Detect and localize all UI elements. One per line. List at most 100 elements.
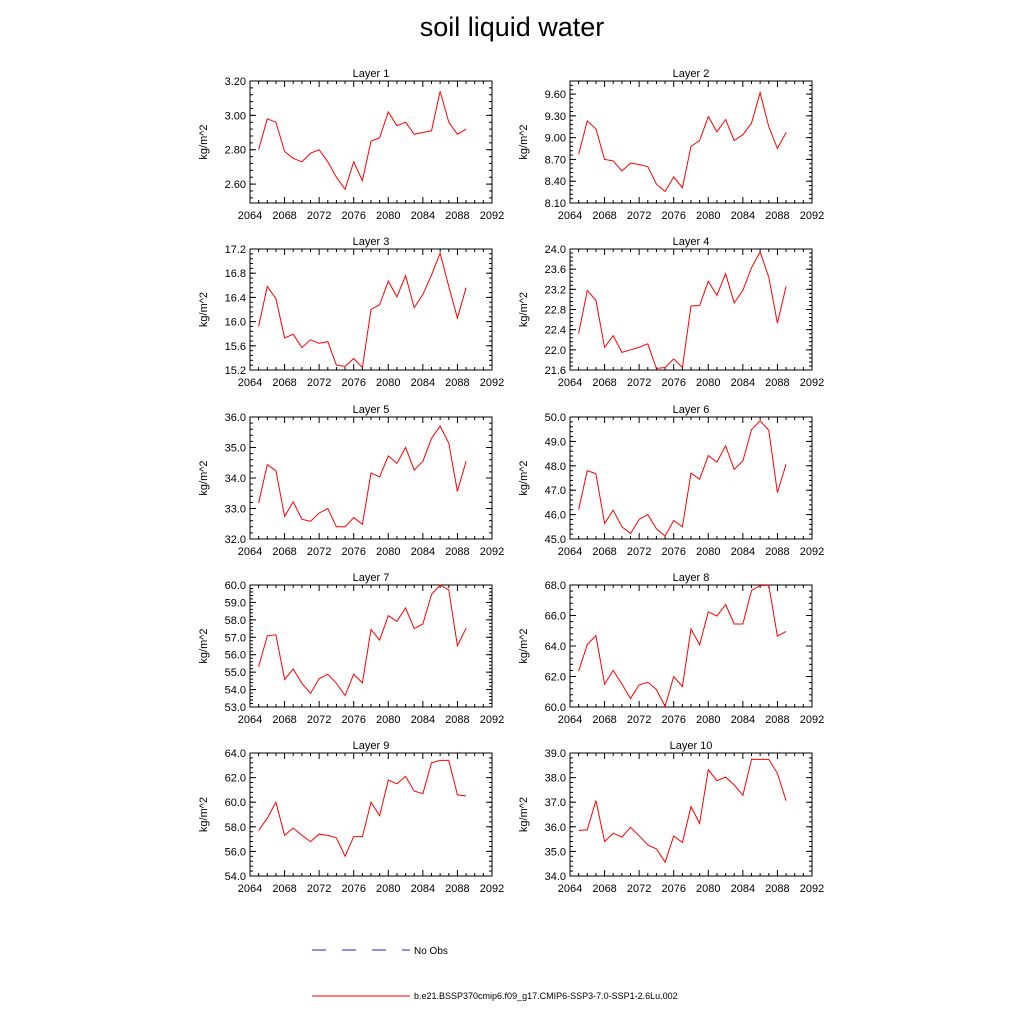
y-tick-label: 39.0 [545,748,566,760]
x-tick-label: 2072 [307,883,331,895]
y-tick-label: 47.0 [545,485,566,497]
y-tick-label: 48.0 [545,461,566,473]
x-tick-label: 2068 [272,546,296,558]
x-tick-label: 2064 [238,883,262,895]
y-tick-label: 60.0 [545,702,566,714]
panel-title: Layer 2 [673,68,710,80]
x-tick-label: 2076 [341,377,365,389]
panel-2: Layer 2 kg/m^2 2064 2068 2072 2076 2080 2084 208… [518,68,824,222]
y-tick-label: 9.30 [545,111,566,123]
series-line [258,251,467,369]
y-axis-label: kg/m^2 [198,292,210,327]
y-tick-label: 2.60 [225,179,246,191]
x-tick-label: 2092 [480,883,504,895]
x-tick-label: 2064 [238,714,262,726]
panel-10: Layer 10 kg/m^2 2064 2068 2072 2076 2080 2084 20… [518,740,824,895]
y-tick-label: 8.10 [545,198,566,210]
x-tick-label: 2080 [696,210,720,222]
y-axis-label: kg/m^2 [198,124,210,159]
x-tick-label: 2068 [592,714,616,726]
x-tick-label: 2092 [800,210,824,222]
y-tick-label: 60.0 [225,580,246,592]
x-tick-label: 2088 [445,210,469,222]
x-tick-label: 2072 [307,546,331,558]
x-tick-label: 2084 [731,546,755,558]
plot-frame [249,752,493,877]
x-tick-label: 2088 [765,546,789,558]
x-tick-label: 2080 [376,210,400,222]
x-tick-label: 2080 [376,377,400,389]
x-tick-label: 2072 [627,377,651,389]
x-tick-label: 2072 [307,377,331,389]
legend: No Obs b.e21.BSSP370cmip6.f09_g17.CMIP6-S… [312,946,678,1001]
y-tick-label: 8.70 [545,154,566,166]
y-tick-label: 53.0 [225,702,246,714]
panel-8: Layer 8 kg/m^2 2064 2068 2072 2076 2080 2084 208… [518,572,824,726]
x-tick-label: 2068 [592,210,616,222]
plot-frame [569,80,813,204]
y-tick-label: 3.20 [225,76,246,88]
y-tick-label: 58.0 [225,615,246,627]
y-tick-label: 55.0 [225,667,246,679]
y-tick-label: 46.0 [545,510,566,522]
y-tick-label: 68.0 [545,580,566,592]
x-tick-label: 2088 [765,714,789,726]
y-tick-label: 34.0 [225,473,246,485]
x-tick-label: 2088 [445,714,469,726]
x-tick-label: 2092 [480,210,504,222]
y-axis-label: kg/m^2 [518,292,530,327]
x-tick-label: 2088 [445,546,469,558]
x-tick-label: 2072 [627,546,651,558]
y-tick-label: 22.8 [545,305,566,317]
y-tick-label: 16.0 [225,317,246,329]
y-tick-label: 38.0 [545,773,566,785]
y-tick-label: 56.0 [225,650,246,662]
x-tick-label: 2092 [800,377,824,389]
x-tick-label: 2080 [376,883,400,895]
y-tick-label: 34.0 [545,871,566,883]
panel-title: Layer 1 [353,68,390,80]
y-tick-label: 57.0 [225,632,246,644]
x-tick-label: 2076 [661,210,685,222]
x-tick-label: 2072 [627,714,651,726]
y-tick-label: 35.0 [225,443,246,455]
series-line [578,584,787,708]
x-tick-label: 2068 [592,377,616,389]
x-tick-label: 2084 [411,883,435,895]
legend-model-label: b.e21.BSSP370cmip6.f09_g17.CMIP6-SSP3-7.… [414,991,678,1001]
x-tick-label: 2080 [696,377,720,389]
y-tick-label: 23.6 [545,264,566,276]
plot-frame [569,584,813,708]
x-tick-label: 2084 [411,546,435,558]
x-tick-label: 2084 [731,377,755,389]
y-tick-label: 32.0 [225,534,246,546]
x-tick-label: 2084 [731,210,755,222]
x-tick-label: 2068 [272,883,296,895]
y-tick-label: 60.0 [225,797,246,809]
x-tick-label: 2064 [238,546,262,558]
x-tick-label: 2092 [480,377,504,389]
y-tick-label: 36.0 [225,412,246,424]
y-tick-label: 9.60 [545,89,566,101]
x-tick-label: 2076 [341,546,365,558]
x-tick-label: 2064 [558,714,582,726]
y-tick-label: 58.0 [225,822,246,834]
y-tick-label: 64.0 [225,748,246,760]
x-tick-label: 2076 [661,714,685,726]
series-line [578,419,787,537]
x-tick-label: 2068 [272,377,296,389]
series-line [578,758,787,864]
y-axis-label: kg/m^2 [198,797,210,832]
x-tick-label: 2092 [800,883,824,895]
x-tick-label: 2076 [661,546,685,558]
legend-obs-label: No Obs [414,946,448,957]
x-tick-label: 2084 [731,883,755,895]
y-tick-label: 59.0 [225,597,246,609]
x-tick-label: 2064 [238,210,262,222]
y-tick-label: 64.0 [545,641,566,653]
x-tick-label: 2080 [696,714,720,726]
x-tick-label: 2084 [411,714,435,726]
y-tick-label: 24.0 [545,244,566,256]
x-tick-label: 2084 [411,377,435,389]
series-line [258,425,467,528]
